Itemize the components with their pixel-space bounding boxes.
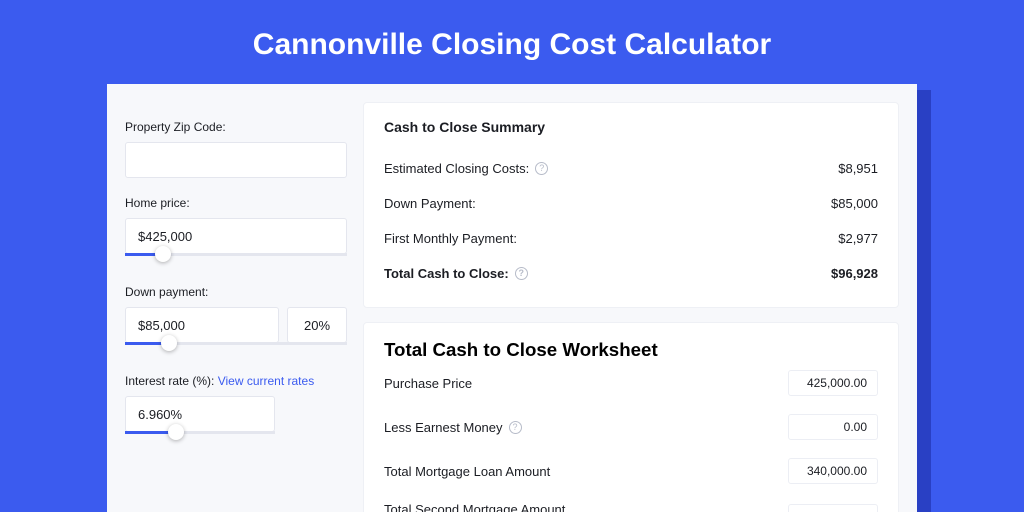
summary-row: Total Cash to Close:? $96,928: [384, 256, 878, 291]
row-label: Total Cash to Close:?: [384, 266, 528, 281]
interest-rate-label: Interest rate (%): View current rates: [125, 374, 347, 388]
summary-heading: Cash to Close Summary: [384, 119, 878, 135]
worksheet-value-box[interactable]: 425,000.00: [788, 370, 878, 396]
interest-rate-input[interactable]: [125, 396, 275, 432]
down-payment-input[interactable]: [125, 307, 279, 343]
page-title: Cannonville Closing Cost Calculator: [0, 0, 1024, 84]
worksheet-row: Purchase Price 425,000.00: [384, 361, 878, 405]
row-label: Total Second Mortgage Amount: [384, 502, 565, 512]
results-column: Cash to Close Summary Estimated Closing …: [363, 102, 899, 512]
zip-input[interactable]: [125, 142, 347, 178]
interest-rate-field: Interest rate (%): View current rates: [125, 374, 347, 445]
row-value: $2,977: [838, 231, 878, 246]
form-column: Property Zip Code: Home price: Down paym…: [125, 102, 347, 512]
worksheet-row: Less Earnest Money? 0.00: [384, 405, 878, 449]
worksheet-value-box[interactable]: [788, 504, 878, 512]
worksheet-value-box[interactable]: 0.00: [788, 414, 878, 440]
row-label: Down Payment:: [384, 196, 476, 211]
calculator-card: Property Zip Code: Home price: Down paym…: [107, 84, 917, 512]
zip-field: Property Zip Code:: [125, 120, 347, 178]
row-label: Total Mortgage Loan Amount: [384, 464, 550, 479]
worksheet-rows: Purchase Price 425,000.00 Less Earnest Mon…: [384, 361, 878, 512]
help-icon[interactable]: ?: [535, 162, 548, 175]
row-value: $96,928: [831, 266, 878, 281]
summary-row: Down Payment: $85,000: [384, 186, 878, 221]
home-price-slider[interactable]: [125, 253, 347, 267]
summary-row: Estimated Closing Costs:? $8,951: [384, 151, 878, 186]
worksheet-value-box[interactable]: 340,000.00: [788, 458, 878, 484]
zip-label: Property Zip Code:: [125, 120, 347, 134]
row-label: Purchase Price: [384, 376, 472, 391]
home-price-label: Home price:: [125, 196, 347, 210]
summary-row: First Monthly Payment: $2,977: [384, 221, 878, 256]
down-payment-label: Down payment:: [125, 285, 347, 299]
row-value: $85,000: [831, 196, 878, 211]
row-value: $8,951: [838, 161, 878, 176]
home-price-field: Home price:: [125, 196, 347, 267]
worksheet-panel: Total Cash to Close Worksheet Purchase P…: [363, 322, 899, 512]
summary-rows: Estimated Closing Costs:? $8,951 Down Paym…: [384, 151, 878, 291]
interest-rate-slider[interactable]: [125, 431, 275, 445]
help-icon[interactable]: ?: [509, 421, 522, 434]
interest-label-text: Interest rate (%):: [125, 374, 218, 388]
row-label: Estimated Closing Costs:?: [384, 161, 548, 176]
worksheet-heading: Total Cash to Close Worksheet: [384, 339, 878, 361]
slider-thumb[interactable]: [168, 424, 184, 440]
worksheet-row: Total Mortgage Loan Amount 340,000.00: [384, 449, 878, 493]
summary-panel: Cash to Close Summary Estimated Closing …: [363, 102, 899, 308]
row-label: First Monthly Payment:: [384, 231, 517, 246]
down-payment-slider[interactable]: [125, 342, 347, 356]
help-icon[interactable]: ?: [515, 267, 528, 280]
slider-thumb[interactable]: [161, 335, 177, 351]
down-payment-pct-input[interactable]: [287, 307, 347, 343]
slider-thumb[interactable]: [155, 246, 171, 262]
row-label: Less Earnest Money?: [384, 420, 522, 435]
view-rates-link[interactable]: View current rates: [218, 374, 315, 388]
down-payment-field: Down payment:: [125, 285, 347, 356]
worksheet-row: Total Second Mortgage Amount: [384, 493, 878, 512]
